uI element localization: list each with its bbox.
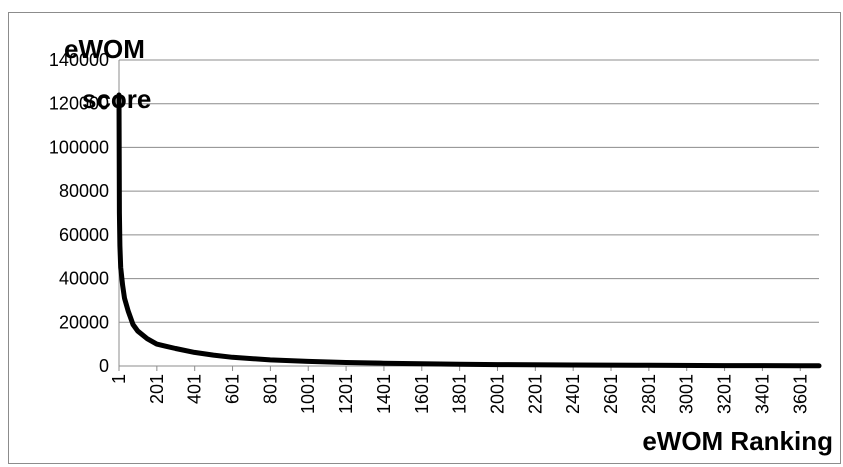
x-tick-label: 1601 bbox=[412, 374, 432, 414]
x-tick-label: 2601 bbox=[601, 374, 621, 414]
x-tick-label: 3601 bbox=[790, 374, 810, 414]
y-tick-label: 140000 bbox=[49, 50, 109, 70]
y-tick-label: 100000 bbox=[49, 137, 109, 157]
chart-frame bbox=[8, 12, 841, 464]
x-axis-title: eWOM Ranking bbox=[642, 426, 833, 456]
y-axis-title-line-1: eWOM bbox=[64, 34, 145, 64]
x-tick-label: 2801 bbox=[639, 374, 659, 414]
x-tick-label: 2001 bbox=[487, 374, 507, 414]
y-axis-ticks: 0 20000 40000 60000 80000 100000 120000 140000 bbox=[49, 50, 109, 376]
x-tick-label: 1801 bbox=[450, 374, 470, 414]
x-tick-label: 601 bbox=[223, 374, 243, 404]
y-tick-label: 80000 bbox=[59, 181, 109, 201]
y-tick-label: 20000 bbox=[59, 312, 109, 332]
x-tick-label: 1 bbox=[109, 374, 129, 384]
y-axis-title-line-2: score bbox=[82, 84, 151, 114]
y-tick-label: 0 bbox=[99, 356, 109, 376]
x-tick-label: 2401 bbox=[563, 374, 583, 414]
x-tick-label: 201 bbox=[147, 374, 167, 404]
x-tick-label: 1401 bbox=[374, 374, 394, 414]
series-line bbox=[116, 92, 822, 369]
x-tick-label: 401 bbox=[185, 374, 205, 404]
x-tick-label: 1201 bbox=[336, 374, 356, 414]
x-tick-label: 3001 bbox=[677, 374, 697, 414]
x-tick-label: 3201 bbox=[715, 374, 735, 414]
y-tick-label: 60000 bbox=[59, 225, 109, 245]
x-tick-label: 1001 bbox=[298, 374, 318, 414]
x-tick-label: 801 bbox=[260, 374, 280, 404]
x-tick-label: 2201 bbox=[525, 374, 545, 414]
y-tick-label: 120000 bbox=[49, 94, 109, 114]
x-axis-ticks: 1 201 401 601 801 1001 1201 1401 1601 1801 2001 220… bbox=[109, 366, 810, 414]
x-tick-label: 3401 bbox=[752, 374, 772, 414]
gridlines bbox=[119, 59, 819, 323]
y-tick-label: 40000 bbox=[59, 269, 109, 289]
